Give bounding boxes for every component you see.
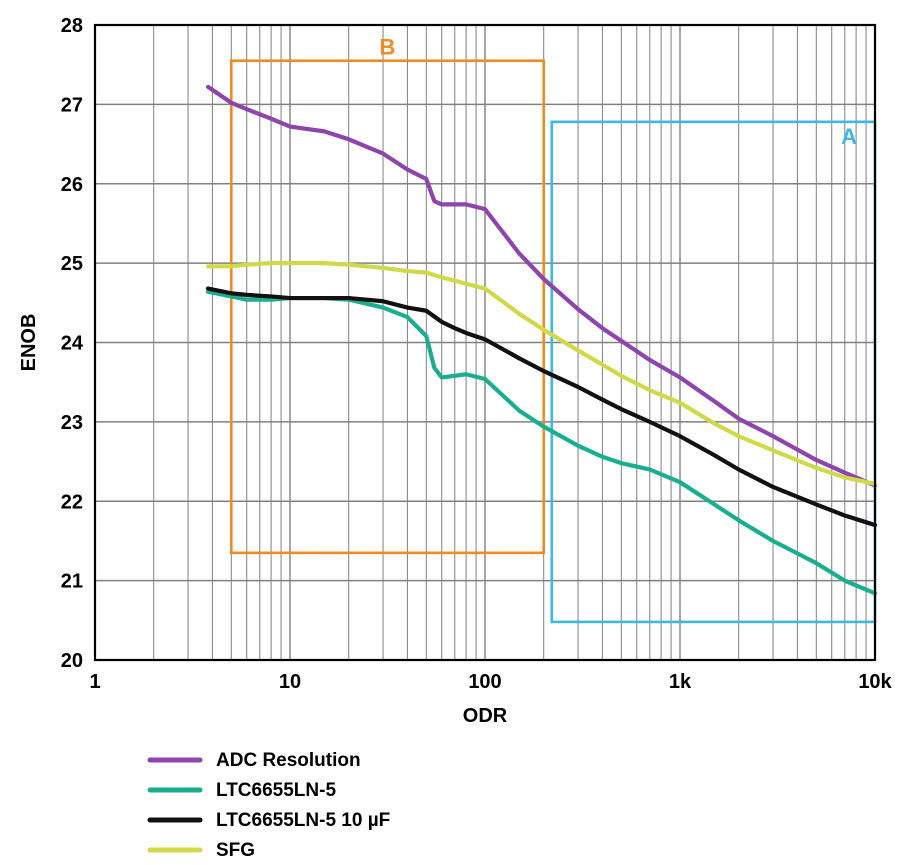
legend-label: LTC6655LN-5	[216, 780, 336, 801]
y-tick-label: 24	[61, 333, 84, 355]
y-tick-label: 23	[61, 412, 83, 434]
y-tick-label: 27	[61, 94, 83, 116]
y-tick-label: 25	[61, 253, 83, 275]
legend-label: LTC6655LN-5 10 µF	[216, 810, 390, 831]
y-tick-label: 22	[61, 491, 83, 513]
x-axis-label: ODR	[463, 705, 508, 727]
region-label-b: B	[380, 35, 396, 60]
y-axis-label: ENOB	[18, 314, 40, 372]
x-tick-label: 1	[89, 671, 100, 693]
region-label-a: A	[841, 124, 857, 149]
legend-label: ADC Resolution	[216, 750, 361, 771]
y-tick-label: 21	[61, 571, 83, 593]
x-tick-label: 1k	[669, 671, 692, 693]
y-tick-label: 26	[61, 174, 83, 196]
legend-label: SFG	[216, 840, 255, 861]
y-tick-label: 28	[61, 15, 83, 37]
y-tick-label: 20	[61, 650, 83, 672]
x-tick-label: 10	[279, 671, 301, 693]
x-tick-label: 100	[468, 671, 501, 693]
x-tick-label: 10k	[858, 671, 892, 693]
